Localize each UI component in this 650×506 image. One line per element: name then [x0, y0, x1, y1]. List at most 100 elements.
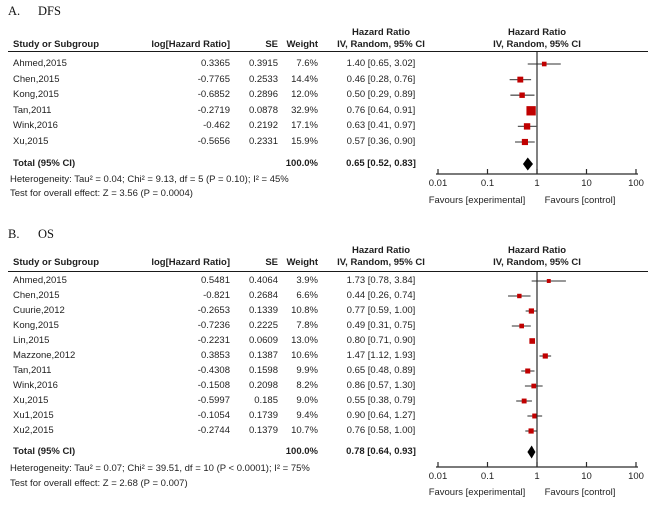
col-header-ci-plot: IV, Random, 95% CI — [493, 257, 581, 268]
hr-ci-value: 0.90 [0.64, 1.27] — [346, 410, 416, 421]
log-hr-value: 0.5481 — [200, 275, 230, 286]
log-hr-value: -0.2653 — [197, 305, 230, 316]
log-hr-value: -0.2744 — [197, 425, 230, 436]
effect-marker — [528, 308, 534, 314]
weight-value: 10.7% — [291, 425, 318, 436]
se-value: 0.2098 — [248, 380, 278, 391]
log-hr-value: -0.7236 — [197, 320, 230, 331]
effect-marker — [546, 279, 551, 283]
weight-value: 32.9% — [291, 104, 318, 116]
study-name: Tan,2011 — [13, 104, 52, 116]
hr-ci-value: 1.47 [1.12, 1.93] — [346, 350, 416, 361]
hr-ci-value: 0.44 [0.26, 0.74] — [346, 290, 416, 301]
col-header-se: SE — [265, 39, 278, 50]
weight-value: 15.9% — [291, 136, 318, 147]
weight-value: 9.0% — [296, 395, 318, 406]
hazard-ratio-header-plot: Hazard Ratio — [507, 27, 567, 38]
effect-marker — [517, 76, 524, 83]
weight-value: 3.9% — [296, 275, 318, 286]
hr-ci-value: 1.73 [0.78, 3.84] — [346, 275, 416, 286]
se-value: 0.2331 — [248, 136, 278, 147]
effect-marker — [529, 338, 536, 344]
se-value: 0.2533 — [248, 73, 278, 85]
hr-ci-value: 0.63 [0.41, 0.97] — [346, 120, 416, 132]
effect-marker — [521, 138, 528, 146]
study-name: Xu,2015 — [13, 136, 49, 147]
effect-marker — [532, 413, 538, 419]
hazard-ratio-header-text: Hazard Ratio — [351, 245, 411, 256]
se-value: 0.0609 — [248, 335, 278, 346]
hr-ci-value: 0.76 [0.58, 1.00] — [346, 425, 416, 436]
hr-ci-value: 0.77 [0.59, 1.00] — [346, 305, 416, 316]
log-hr-value: 0.3853 — [200, 350, 230, 361]
log-hr-value: -0.1054 — [197, 410, 230, 421]
total-ci: 0.65 [0.52, 0.83] — [346, 158, 416, 169]
log-hr-value: -0.4308 — [197, 365, 230, 376]
heterogeneity-text: Heterogeneity: Tau² = 0.04; Chi² = 9.13,… — [10, 174, 289, 185]
overall-effect-text: Test for overall effect: Z = 3.56 (P = 0… — [10, 188, 193, 199]
hr-ci-value: 0.80 [0.71, 0.90] — [346, 335, 416, 346]
se-value: 0.1598 — [248, 365, 278, 376]
se-value: 0.3915 — [248, 58, 278, 69]
se-value: 0.1739 — [248, 410, 278, 421]
favours-experimental-label: Favours [experimental] — [428, 487, 526, 498]
col-header-ci: IV, Random, 95% CI — [337, 39, 425, 50]
hr-ci-value: 0.46 [0.28, 0.76] — [346, 73, 416, 85]
se-value: 0.1339 — [248, 305, 278, 316]
axis-tick-label: 0.01 — [428, 178, 448, 189]
effect-marker — [541, 61, 547, 67]
weight-value: 7.8% — [296, 320, 318, 331]
hr-ci-value: 0.76 [0.64, 0.91] — [346, 104, 416, 116]
header-rule — [8, 51, 648, 53]
effect-marker — [526, 106, 536, 116]
col-header-weight: Weight — [286, 39, 319, 50]
log-hr-value: -0.7765 — [197, 73, 230, 85]
hr-ci-value: 0.65 [0.48, 0.89] — [346, 365, 416, 376]
study-name: Wink,2016 — [13, 380, 58, 391]
effect-marker — [523, 123, 531, 130]
se-value: 0.2225 — [248, 320, 278, 331]
axis-tick-label: 100 — [628, 178, 644, 189]
se-value: 0.2192 — [248, 120, 278, 132]
axis-tick-label: 10 — [581, 178, 592, 189]
effect-marker — [528, 428, 534, 434]
se-value: 0.1379 — [248, 425, 278, 436]
panel-title: OS — [38, 227, 54, 241]
weight-value: 8.2% — [296, 380, 318, 391]
weight-value: 9.4% — [296, 410, 318, 421]
effect-marker — [531, 383, 537, 389]
hr-ci-value: 0.50 [0.29, 0.89] — [346, 89, 416, 101]
effect-marker — [525, 368, 531, 374]
study-name: Mazzone,2012 — [13, 350, 76, 361]
log-hr-value: -0.2231 — [197, 335, 230, 346]
study-name: Chen,2015 — [13, 73, 60, 85]
axis-tick-label: 100 — [628, 471, 644, 482]
study-name: Kong,2015 — [13, 320, 59, 331]
total-label: Total (95% CI) — [13, 446, 76, 457]
col-header-study: Study or Subgroup — [13, 39, 100, 50]
axis-tick-label: 1 — [534, 471, 540, 482]
weight-value: 6.6% — [296, 290, 318, 301]
favours-control-label: Favours [control] — [544, 195, 616, 206]
se-value: 0.1387 — [248, 350, 278, 361]
weight-value: 9.9% — [296, 365, 318, 376]
total-diamond — [522, 157, 533, 171]
study-name: Xu,2015 — [13, 395, 49, 406]
col-header-ci: IV, Random, 95% CI — [337, 257, 425, 268]
study-name: Ahmed,2015 — [13, 275, 67, 286]
col-header-loghr: log[Hazard Ratio] — [151, 39, 230, 50]
study-name: Tan,2011 — [13, 365, 52, 376]
hr-ci-value: 0.57 [0.36, 0.90] — [346, 136, 416, 147]
weight-value: 17.1% — [291, 120, 318, 132]
total-weight: 100.0% — [285, 446, 318, 457]
log-hr-value: -0.5997 — [197, 395, 230, 406]
effect-marker — [519, 92, 525, 98]
study-name: Chen,2015 — [13, 290, 60, 301]
col-header-weight: Weight — [286, 257, 319, 268]
effect-marker — [542, 353, 548, 359]
axis-tick-label: 0.1 — [480, 178, 495, 189]
panel-title: DFS — [38, 4, 61, 18]
hr-ci-value: 0.86 [0.57, 1.30] — [346, 380, 416, 391]
